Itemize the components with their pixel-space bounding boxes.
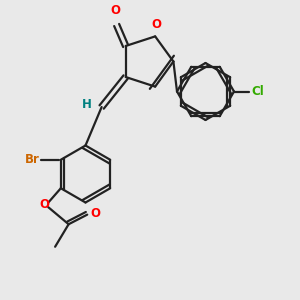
Text: O: O (152, 18, 162, 31)
Text: O: O (91, 207, 101, 220)
Text: O: O (39, 198, 49, 211)
Text: O: O (110, 4, 120, 17)
Text: Br: Br (25, 153, 40, 166)
Text: Cl: Cl (251, 85, 264, 98)
Text: H: H (82, 98, 92, 110)
